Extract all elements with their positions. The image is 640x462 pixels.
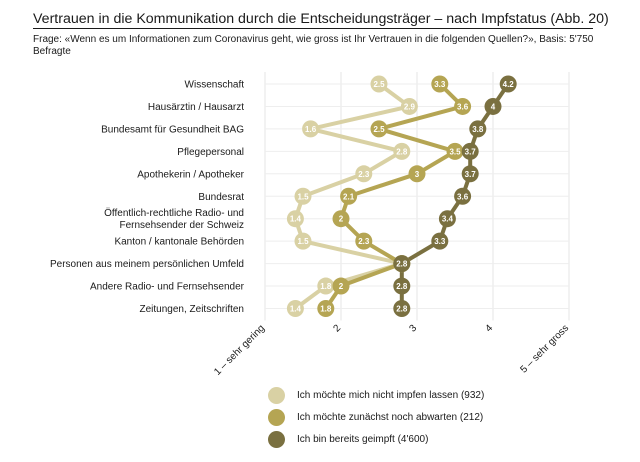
data-label: 3 [415, 170, 420, 179]
data-point [393, 255, 411, 273]
data-label: 1.4 [290, 215, 302, 224]
data-point [454, 187, 472, 205]
data-point [454, 97, 472, 115]
chart-subtitle: Frage: «Wenn es um Informationen zum Cor… [33, 34, 594, 57]
data-label: 2.3 [358, 237, 370, 246]
data-point [393, 300, 411, 317]
data-point [408, 165, 426, 183]
data-label: 2.8 [396, 147, 408, 156]
data-label: 3.5 [449, 147, 461, 156]
data-point [340, 187, 358, 205]
data-label: 2.8 [396, 305, 408, 314]
category-label: Öffentlich-rechtliche Radio- und Fernsehs… [104, 207, 244, 231]
data-label: 3.8 [472, 125, 484, 134]
data-label: 3.4 [442, 215, 454, 224]
data-label: 1.6 [305, 125, 317, 134]
data-point [469, 120, 487, 138]
legend-item-wait: Ich möchte zunächst noch abwarten (212) [268, 407, 484, 427]
data-point [484, 97, 502, 115]
data-point [302, 120, 320, 138]
data-label: 2.8 [396, 260, 408, 269]
category-label: Bundesamt für Gesundheit BAG [101, 124, 244, 135]
x-tick-label: 2 [331, 323, 343, 335]
category-label: Hausärztin / Hausarzt [148, 102, 244, 113]
data-label: 4 [491, 102, 496, 111]
data-point [461, 142, 479, 160]
category-label: Wissenschaft [185, 80, 245, 91]
category-label: Zeitungen, Zeitschriften [140, 304, 245, 315]
data-point [332, 277, 350, 295]
chart-title: Vertrauen in die Kommunikation durch die… [33, 11, 609, 29]
data-label: 3.6 [457, 192, 469, 201]
data-point [393, 277, 411, 295]
x-tick-label: 4 [483, 323, 495, 335]
category-label: Bundesrat [198, 192, 244, 203]
data-point [461, 165, 479, 183]
data-label: 3.3 [434, 237, 446, 246]
data-label: 1.5 [297, 192, 309, 201]
data-label: 3.6 [457, 102, 469, 111]
data-label: 2.5 [373, 80, 385, 89]
x-tick-label: 5 – sehr gross [519, 323, 572, 376]
data-point [370, 120, 388, 138]
data-point [446, 142, 464, 160]
legend-swatch [268, 386, 285, 404]
x-tick-label: 1 – sehr gering [212, 323, 267, 378]
data-point [393, 142, 411, 160]
data-point [286, 210, 304, 228]
data-label: 2.1 [343, 192, 355, 201]
legend: Ich möchte mich nicht impfen lassen (932… [268, 385, 484, 451]
data-point [355, 232, 373, 250]
category-label: Andere Radio- und Fernsehsender [90, 282, 245, 293]
data-label: 2 [339, 282, 344, 291]
data-label: 2.9 [404, 102, 416, 111]
data-label: 1.8 [320, 282, 332, 291]
data-label: 1.5 [297, 237, 309, 246]
data-point [431, 75, 449, 93]
data-point [370, 75, 388, 93]
x-tick-label: 3 [407, 323, 419, 335]
data-point [294, 187, 312, 205]
data-point [355, 165, 373, 183]
data-point [431, 232, 449, 250]
legend-label: Ich möchte zunächst noch abwarten (212) [297, 411, 484, 423]
data-point [438, 210, 456, 228]
data-point [286, 300, 304, 317]
data-point [317, 277, 335, 295]
data-point [294, 232, 312, 250]
legend-swatch [268, 430, 285, 448]
data-label: 2.3 [358, 170, 370, 179]
category-label: Kanton / kantonale Behörden [114, 237, 244, 248]
legend-item-not-vaccinate: Ich möchte mich nicht impfen lassen (932… [268, 385, 484, 405]
legend-item-vaccinated: Ich bin bereits geimpft (4'600) [268, 429, 484, 449]
legend-swatch [268, 408, 285, 426]
data-point [499, 75, 517, 93]
legend-label: Ich bin bereits geimpft (4'600) [297, 433, 429, 445]
data-label: 1.8 [320, 305, 332, 314]
legend-label: Ich möchte mich nicht impfen lassen (932… [297, 389, 485, 401]
category-label: Apothekerin / Apotheker [137, 169, 244, 180]
data-point [400, 97, 418, 115]
data-label: 3.7 [465, 147, 477, 156]
data-label: 3.7 [465, 170, 477, 179]
data-point [317, 300, 335, 317]
data-point [332, 210, 350, 228]
data-label: 2.8 [396, 282, 408, 291]
data-label: 2.5 [373, 125, 385, 134]
category-label: Personen aus meinem persönlichen Umfeld [50, 259, 244, 270]
category-label: Pflegepersonal [177, 147, 244, 158]
data-label: 3.3 [434, 80, 446, 89]
data-label: 1.4 [290, 305, 302, 314]
data-label: 4.2 [503, 80, 515, 89]
data-label: 2 [339, 215, 344, 224]
